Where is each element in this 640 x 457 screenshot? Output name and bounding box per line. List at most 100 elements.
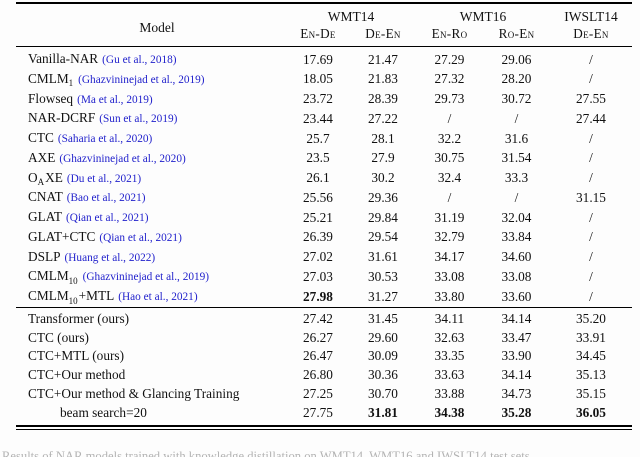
metric-value: 30.09	[368, 348, 398, 364]
metric-value: /	[447, 189, 452, 205]
metric-value: 30.75	[434, 150, 465, 166]
metric-value: 26.39	[303, 229, 333, 245]
table-row: NAR-DCRF (Sun et al., 2019) 23.44 27.22 / / 27…	[16, 109, 632, 129]
citation-link[interactable]: (Huang et al., 2022)	[64, 251, 156, 264]
metric-value: /	[589, 130, 593, 146]
metric-value: 26.47	[303, 348, 333, 364]
metric-value: 32.4	[437, 170, 462, 185]
metric-value: 32.63	[434, 329, 465, 345]
metric-value: 27.22	[368, 110, 398, 126]
metric-value: 27.55	[576, 91, 606, 106]
metric-value: 27.32	[434, 71, 465, 87]
model-name: NAR-DCRF (Sun et al., 2019)	[28, 110, 178, 126]
table-row: CTC (Saharia et al., 2020) 25.7 28.1 32.2 31.…	[16, 129, 632, 149]
metric-value: 31.61	[368, 249, 398, 264]
citation-link[interactable]: (Ghazvininejad et al., 2020)	[59, 152, 186, 165]
metric-value: 35.13	[576, 367, 606, 382]
metric-value: 33.35	[434, 348, 465, 364]
metric-value: 28.1	[371, 130, 395, 146]
metric-value: 27.42	[303, 310, 333, 326]
citation-link[interactable]: (Ghazvininejad et al., 2019)	[78, 73, 205, 86]
metric-value: 27.03	[303, 268, 333, 284]
metric-value: 30.70	[368, 385, 398, 401]
table-row: DSLP (Huang et al., 2022) 27.02 31.61 34.17 3…	[16, 248, 632, 268]
citation-link[interactable]: (Bao et al., 2021)	[66, 192, 146, 205]
model-name: CTC+Our method	[28, 367, 126, 382]
metric-value: 29.73	[434, 91, 465, 106]
metric-value: 33.47	[501, 329, 532, 345]
table-header: Model WMT14 WMT16 IWSLT14 En-De De-En En…	[16, 3, 632, 47]
metric-value: 23.72	[303, 91, 333, 106]
metric-value: 32.04	[501, 209, 532, 225]
citation-link[interactable]: (Saharia et al., 2020)	[57, 133, 153, 145]
metric-value: 27.98	[303, 288, 333, 304]
metric-value: 31.81	[368, 404, 398, 420]
citation-link[interactable]: (Hao et al., 2021)	[118, 291, 198, 303]
metric-value: 23.44	[303, 110, 333, 126]
metric-value: 33.84	[501, 229, 532, 245]
citation-link[interactable]: (Du et al., 2021)	[66, 172, 142, 185]
metric-value: 30.2	[371, 170, 395, 185]
citation-link[interactable]: (Qian et al., 2021)	[99, 231, 182, 244]
citation-link[interactable]: (Ma et al., 2019)	[77, 93, 153, 106]
citation-link[interactable]: (Gu et al., 2018)	[102, 54, 177, 66]
table-row: GLAT (Qian et al., 2021) 25.21 29.84 31.19 32…	[16, 208, 632, 228]
baseline-models-section: Vanilla-NAR (Gu et al., 2018) 17.69 21.47 27…	[16, 47, 632, 308]
metric-value: 30.53	[368, 268, 398, 284]
model-name: CMLM10 (Ghazvininejad et al., 2019)	[28, 268, 210, 286]
metric-value: 26.1	[306, 170, 330, 185]
metric-value: 36.05	[576, 404, 606, 420]
metric-value: 27.44	[576, 110, 606, 126]
metric-value: 35.28	[501, 404, 532, 420]
table-row: GLAT+CTC (Qian et al., 2021) 26.39 29.54 32.…	[16, 228, 632, 248]
column-header-ro-en: Ro-En	[498, 26, 535, 41]
caption-clipped: Results of NAR models trained with knowl…	[2, 449, 533, 457]
model-name: beam search=20	[60, 404, 147, 420]
group-header-iwslt14: IWSLT14	[564, 9, 618, 24]
metric-value: 33.63	[434, 367, 465, 382]
metric-value: 33.90	[501, 348, 532, 364]
metric-value: /	[447, 110, 452, 126]
metric-value: 33.60	[501, 288, 532, 304]
metric-value: 17.69	[303, 51, 333, 67]
metric-value: /	[589, 288, 593, 304]
metric-value: /	[589, 51, 593, 67]
metric-value: /	[589, 170, 593, 185]
metric-value: 28.39	[368, 91, 398, 106]
metric-value: 25.21	[303, 209, 333, 225]
metric-value: 29.06	[501, 51, 532, 67]
citation-link[interactable]: (Qian et al., 2021)	[65, 212, 149, 224]
metric-value: 31.6	[504, 130, 529, 146]
metric-value: /	[589, 229, 593, 245]
metric-value: 31.27	[368, 288, 398, 304]
metric-value: 30.36	[368, 367, 398, 382]
column-header-model: Model	[139, 19, 175, 35]
metric-value: 29.60	[368, 329, 398, 345]
metric-value: 29.84	[368, 209, 398, 225]
metric-value: 29.36	[368, 189, 398, 205]
citation-link[interactable]: (Sun et al., 2019)	[99, 113, 178, 126]
table-row: CTC+Our method & Glancing Training 27.25 3…	[16, 385, 632, 404]
table-row: CMLM10+MTL (Hao et al., 2021) 27.98 31.27 33…	[16, 287, 632, 307]
metric-value: 30.72	[501, 91, 532, 106]
metric-value: 27.9	[371, 150, 395, 166]
metric-value: 33.88	[434, 385, 465, 401]
metric-value: 32.79	[434, 229, 465, 245]
model-name: CTC+MTL (ours)	[28, 348, 125, 364]
metric-value: 27.25	[303, 385, 333, 401]
metric-value: 33.3	[504, 170, 529, 185]
metric-value: 27.02	[303, 249, 333, 264]
metric-value: 27.29	[434, 51, 465, 67]
results-table-wrapper: Model WMT14 WMT16 IWSLT14 En-De De-En En…	[16, 2, 632, 431]
metric-value: 34.11	[434, 310, 465, 326]
table-row: Vanilla-NAR (Gu et al., 2018) 17.69 21.47 27…	[16, 47, 632, 70]
our-models-section: Transformer (ours) 27.42 31.45 34.11 34.14 35…	[16, 307, 632, 426]
model-name: CNAT (Bao et al., 2021)	[28, 189, 146, 205]
citation-link[interactable]: (Ghazvininejad et al., 2019)	[82, 271, 210, 284]
table-row: CTC (ours) 26.27 29.60 32.63 33.47 33.91	[16, 329, 632, 348]
model-name: AXE (Ghazvininejad et al., 2020)	[28, 149, 186, 165]
metric-value: 34.17	[434, 249, 465, 264]
table-row: CTC+MTL (ours) 26.47 30.09 33.35 33.90 34.45	[16, 347, 632, 366]
metric-value: /	[514, 110, 519, 126]
column-header-de-en: De-En	[365, 26, 401, 41]
